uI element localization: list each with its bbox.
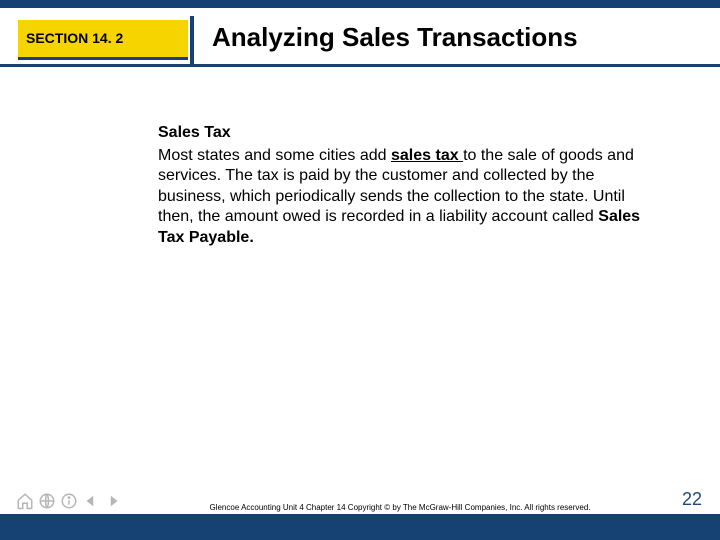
info-icon[interactable] [60,492,78,510]
header: SECTION 14. 2 Analyzing Sales Transactio… [0,8,720,64]
body-text-pre: Most states and some cities add [158,147,391,164]
content-block: Sales Tax Most states and some cities ad… [158,124,658,248]
next-icon[interactable] [104,492,122,510]
body-paragraph: Most states and some cities add sales ta… [158,146,658,248]
section-label: SECTION 14. 2 [18,20,188,56]
footer-copyright: Glencoe Accounting Unit 4 Chapter 14 Cop… [190,503,610,512]
subheading: Sales Tax [158,124,658,142]
page-title: Analyzing Sales Transactions [212,22,578,53]
section-tab: SECTION 14. 2 [18,20,188,60]
nav-icon-row [16,492,122,510]
top-bar [0,0,720,8]
glossary-link-sales-tax[interactable]: sales tax [391,147,463,164]
globe-icon[interactable] [38,492,56,510]
page-number: 22 [682,489,702,510]
header-separator [190,16,194,64]
home-icon[interactable] [16,492,34,510]
prev-icon[interactable] [82,492,100,510]
footer-bar [0,514,720,540]
header-underline [0,64,720,67]
